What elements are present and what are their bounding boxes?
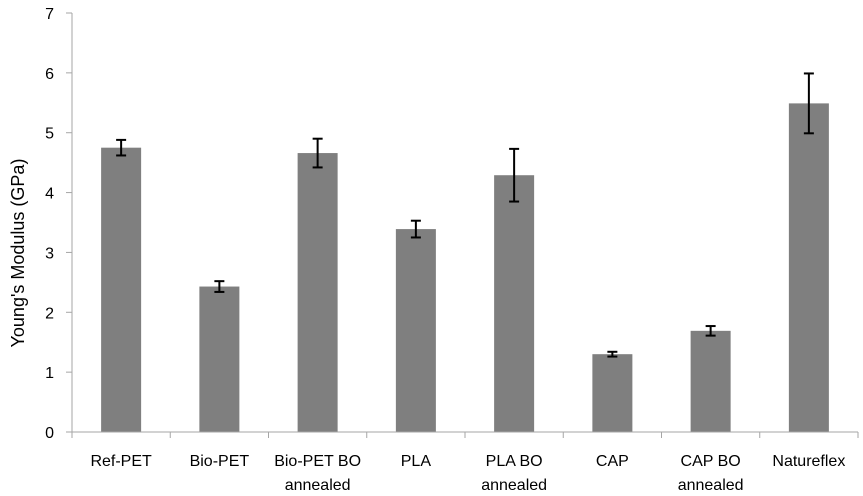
y-tick-label: 2: [45, 305, 54, 322]
bar: [395, 229, 436, 432]
bar: [690, 330, 731, 432]
category-labels: Ref-PET Bio-PET Bio-PET BO annealed PLA PLA B…: [90, 453, 845, 494]
y-tick-label: 3: [45, 245, 54, 262]
bar: [494, 175, 535, 432]
x-category-label: PLA: [401, 453, 432, 470]
x-category-label-line: annealed: [285, 477, 351, 494]
x-category-label-line: PLA: [401, 453, 432, 470]
x-category-label-line: CAP: [596, 453, 629, 470]
y-tick-label: 6: [45, 66, 54, 83]
x-category-label: Natureflex: [772, 453, 845, 470]
x-category-label-line: Bio-PET: [190, 453, 250, 470]
x-category-label: Bio-PET BO annealed: [274, 453, 361, 494]
x-category-label-line: Natureflex: [772, 453, 845, 470]
x-category-label-line: annealed: [678, 477, 744, 494]
y-tick-label: 1: [45, 365, 54, 382]
bar: [199, 286, 240, 432]
x-category-label-line: CAP BO: [681, 453, 741, 470]
bars: [101, 103, 829, 433]
bar: [788, 103, 829, 433]
x-category-label: Ref-PET: [90, 453, 152, 470]
axes: [71, 13, 859, 438]
x-category-label: Bio-PET: [190, 453, 250, 470]
y-axis-title: Young's Modulus (GPa): [8, 159, 28, 348]
x-category-label-line: Bio-PET BO: [274, 453, 361, 470]
x-category-label-line: PLA BO: [486, 453, 543, 470]
y-tick-label: 0: [45, 425, 54, 442]
y-tick-label: 7: [45, 6, 54, 23]
y-axis-title-group: Young's Modulus (GPa): [8, 159, 28, 348]
bar: [592, 354, 633, 432]
y-tick-label: 5: [45, 126, 54, 143]
y-tick-label: 4: [45, 186, 54, 203]
x-category-label: CAP: [596, 453, 629, 470]
x-category-label: CAP BO annealed: [678, 453, 744, 494]
x-category-label: PLA BO annealed: [481, 453, 547, 494]
error-bars: [116, 72, 814, 358]
y-axis-ticks: 0 1 2 3 4 5 6 7: [45, 6, 72, 442]
x-category-label-line: annealed: [481, 477, 547, 494]
bar: [297, 153, 338, 432]
x-category-label-line: Ref-PET: [90, 453, 152, 470]
bar: [101, 147, 142, 432]
